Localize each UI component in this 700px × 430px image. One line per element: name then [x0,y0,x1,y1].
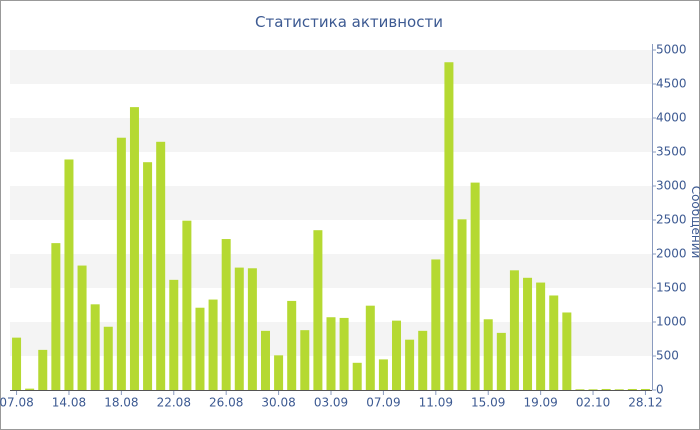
x-tick-label: 22.08 [157,396,191,410]
grid-band [10,50,652,84]
x-tick-label: 07.09 [366,396,400,410]
bar [457,219,467,390]
x-tick-label: 30.08 [261,396,295,410]
x-tick-label: 07.08 [0,396,34,410]
y-tick-label: 4500 [656,77,687,91]
y-tick-label: 0 [656,383,664,397]
bar [313,230,323,390]
bar [536,282,546,390]
x-tick-label: 26.08 [209,396,243,410]
bar [156,141,166,390]
grid-band [10,186,652,220]
y-axis-label: Сообщений [689,186,700,259]
x-tick-label: 18.08 [104,396,138,410]
bar [169,279,179,390]
bar [562,312,572,390]
bar [274,355,284,390]
bar [64,159,74,390]
bar [523,277,533,390]
bar [627,388,637,390]
bar [234,267,244,390]
x-tick-label: 03.09 [314,396,348,410]
bar [195,307,205,390]
bar [483,319,493,390]
bar [143,162,153,390]
bar [614,389,624,390]
bar [418,330,428,390]
bar [260,330,270,390]
bar [25,388,35,390]
bar [208,299,218,390]
x-tick-label: 02.10 [576,396,610,410]
x-tick-label: 28.12 [628,396,662,410]
y-tick-label: 2500 [656,213,687,227]
y-tick-label: 3500 [656,145,687,159]
y-tick-label: 4000 [656,111,687,125]
bar [392,320,402,390]
bar [287,300,297,390]
x-tick-label: 19.09 [523,396,557,410]
bar [103,326,113,390]
bar [116,137,126,390]
x-tick-label: 14.08 [52,396,86,410]
y-tick-label: 1000 [656,315,687,329]
bar [77,265,87,390]
bar [509,270,519,390]
y-tick-label: 500 [656,349,679,363]
bar [247,268,257,390]
x-tick-label: 11.09 [419,396,453,410]
bar [300,330,310,390]
bar [365,305,375,390]
bar [221,239,231,390]
bar [444,62,454,391]
x-tick-label: 15.09 [471,396,505,410]
bar [405,339,415,390]
chart-title: Статистика активности [255,13,443,31]
bar [378,359,388,390]
bar [549,295,559,390]
bar [470,182,480,390]
bar [588,389,598,390]
bar [352,362,362,390]
bar [12,337,22,390]
y-tick-label: 2000 [656,247,687,261]
bar [575,389,585,390]
bar [90,304,100,390]
bar [129,107,139,391]
bar [326,317,336,390]
grid-band [10,118,652,152]
bar [182,220,192,390]
bar [496,332,506,390]
bar [339,317,349,390]
bar [640,388,650,390]
bar [431,259,441,390]
grid-band [10,254,652,288]
bar [38,349,48,390]
y-tick-label: 3000 [656,179,687,193]
bar [601,388,611,390]
bar [51,243,61,390]
y-tick-label: 5000 [656,43,687,57]
y-tick-label: 1500 [656,281,687,295]
